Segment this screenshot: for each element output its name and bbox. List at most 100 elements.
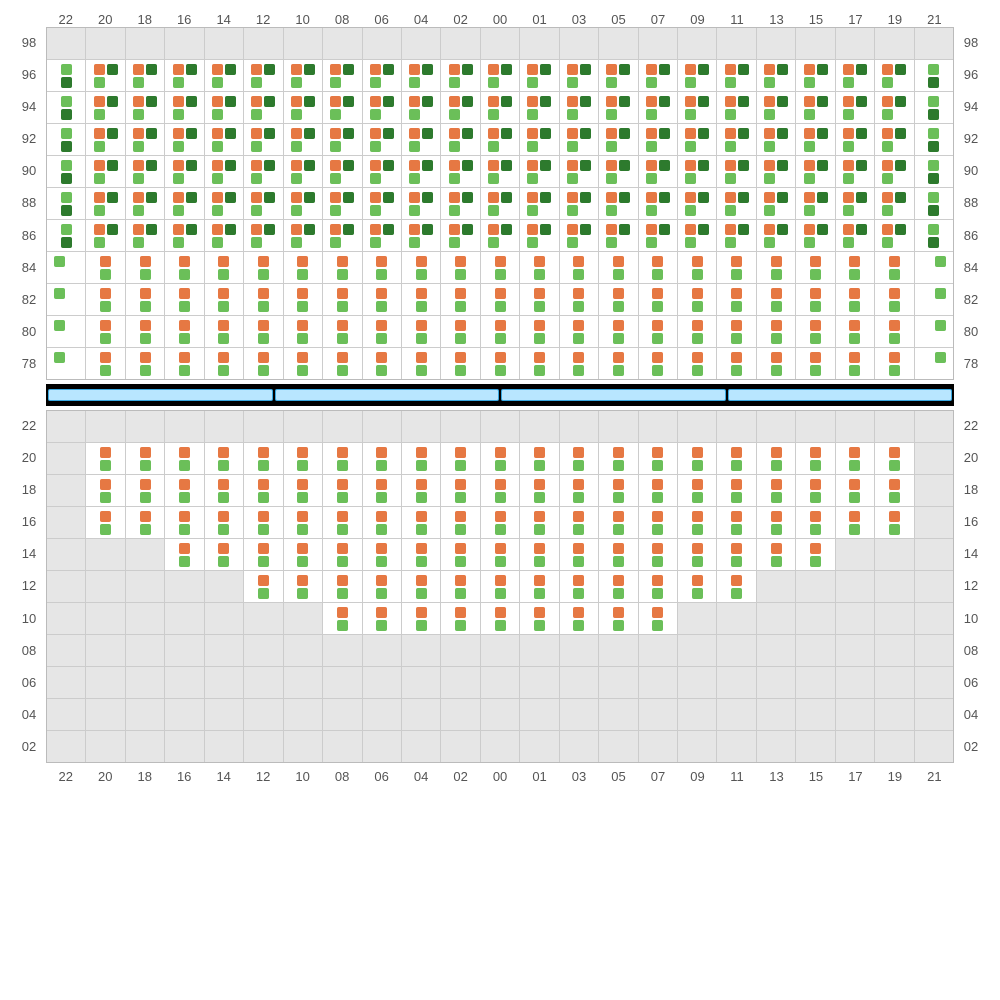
seat-dot[interactable] xyxy=(889,479,900,490)
grid-cell[interactable] xyxy=(362,60,401,91)
seat-dot[interactable] xyxy=(173,192,184,203)
grid-cell[interactable] xyxy=(283,348,322,379)
seat-dot[interactable] xyxy=(297,575,308,586)
seat-dot[interactable] xyxy=(731,447,742,458)
seat-dot[interactable] xyxy=(94,205,105,216)
seat-dot[interactable] xyxy=(725,141,736,152)
grid-cell[interactable] xyxy=(835,475,874,506)
seat-dot[interactable] xyxy=(738,192,749,203)
seat-dot[interactable] xyxy=(692,269,703,280)
seat-dot[interactable] xyxy=(343,128,354,139)
seat-dot[interactable] xyxy=(179,460,190,471)
grid-cell[interactable] xyxy=(440,539,479,570)
seat-dot[interactable] xyxy=(613,269,624,280)
seat-dot[interactable] xyxy=(495,320,506,331)
grid-cell[interactable] xyxy=(756,316,795,347)
seat-dot[interactable] xyxy=(731,524,742,535)
seat-dot[interactable] xyxy=(738,224,749,235)
seat-dot[interactable] xyxy=(810,301,821,312)
seat-dot[interactable] xyxy=(895,192,906,203)
seat-dot[interactable] xyxy=(849,256,860,267)
grid-cell[interactable] xyxy=(125,284,164,315)
seat-dot[interactable] xyxy=(140,460,151,471)
grid-cell[interactable] xyxy=(559,539,598,570)
seat-dot[interactable] xyxy=(376,352,387,363)
grid-cell[interactable] xyxy=(480,156,519,187)
seat-dot[interactable] xyxy=(488,173,499,184)
seat-dot[interactable] xyxy=(258,479,269,490)
seat-dot[interactable] xyxy=(133,192,144,203)
seat-dot[interactable] xyxy=(889,492,900,503)
seat-dot[interactable] xyxy=(895,128,906,139)
seat-dot[interactable] xyxy=(764,192,775,203)
seat-dot[interactable] xyxy=(889,447,900,458)
seat-dot[interactable] xyxy=(297,588,308,599)
seat-dot[interactable] xyxy=(849,333,860,344)
seat-dot[interactable] xyxy=(251,64,262,75)
seat-dot[interactable] xyxy=(573,524,584,535)
seat-dot[interactable] xyxy=(534,511,545,522)
grid-cell[interactable] xyxy=(638,316,677,347)
grid-cell[interactable] xyxy=(638,156,677,187)
seat-dot[interactable] xyxy=(291,141,302,152)
seat-dot[interactable] xyxy=(573,320,584,331)
seat-dot[interactable] xyxy=(725,64,736,75)
seat-dot[interactable] xyxy=(882,96,893,107)
grid-cell[interactable] xyxy=(283,507,322,538)
seat-dot[interactable] xyxy=(652,256,663,267)
seat-dot[interactable] xyxy=(133,109,144,120)
seat-dot[interactable] xyxy=(488,96,499,107)
seat-dot[interactable] xyxy=(527,160,538,171)
seat-dot[interactable] xyxy=(133,128,144,139)
seat-dot[interactable] xyxy=(304,192,315,203)
seat-dot[interactable] xyxy=(212,109,223,120)
seat-dot[interactable] xyxy=(856,64,867,75)
seat-dot[interactable] xyxy=(764,173,775,184)
grid-cell[interactable] xyxy=(598,92,637,123)
seat-dot[interactable] xyxy=(777,224,788,235)
seat-dot[interactable] xyxy=(692,543,703,554)
seat-dot[interactable] xyxy=(304,160,315,171)
seat-dot[interactable] xyxy=(173,96,184,107)
grid-cell[interactable] xyxy=(401,571,440,602)
seat-dot[interactable] xyxy=(251,205,262,216)
seat-dot[interactable] xyxy=(567,128,578,139)
grid-cell[interactable] xyxy=(519,156,558,187)
seat-dot[interactable] xyxy=(416,575,427,586)
grid-cell[interactable] xyxy=(85,316,124,347)
seat-dot[interactable] xyxy=(449,237,460,248)
seat-dot[interactable] xyxy=(771,288,782,299)
grid-cell[interactable] xyxy=(874,60,913,91)
grid-cell[interactable] xyxy=(795,188,834,219)
grid-cell[interactable] xyxy=(401,475,440,506)
seat-dot[interactable] xyxy=(449,128,460,139)
seat-dot[interactable] xyxy=(692,256,703,267)
seat-dot[interactable] xyxy=(495,479,506,490)
seat-dot[interactable] xyxy=(376,256,387,267)
seat-dot[interactable] xyxy=(291,205,302,216)
seat-dot[interactable] xyxy=(376,492,387,503)
seat-dot[interactable] xyxy=(330,64,341,75)
grid-cell[interactable] xyxy=(204,539,243,570)
seat-dot[interactable] xyxy=(304,96,315,107)
seat-dot[interactable] xyxy=(133,96,144,107)
seat-dot[interactable] xyxy=(771,511,782,522)
seat-dot[interactable] xyxy=(383,128,394,139)
grid-cell[interactable] xyxy=(362,603,401,634)
seat-dot[interactable] xyxy=(606,160,617,171)
seat-dot[interactable] xyxy=(882,77,893,88)
grid-cell[interactable] xyxy=(47,316,85,347)
grid-cell[interactable] xyxy=(598,188,637,219)
seat-dot[interactable] xyxy=(619,224,630,235)
seat-dot[interactable] xyxy=(731,320,742,331)
seat-dot[interactable] xyxy=(291,77,302,88)
seat-dot[interactable] xyxy=(455,620,466,631)
seat-dot[interactable] xyxy=(527,109,538,120)
seat-dot[interactable] xyxy=(291,173,302,184)
seat-dot[interactable] xyxy=(646,237,657,248)
seat-dot[interactable] xyxy=(455,256,466,267)
seat-dot[interactable] xyxy=(409,192,420,203)
seat-dot[interactable] xyxy=(731,588,742,599)
seat-dot[interactable] xyxy=(94,237,105,248)
seat-dot[interactable] xyxy=(613,352,624,363)
